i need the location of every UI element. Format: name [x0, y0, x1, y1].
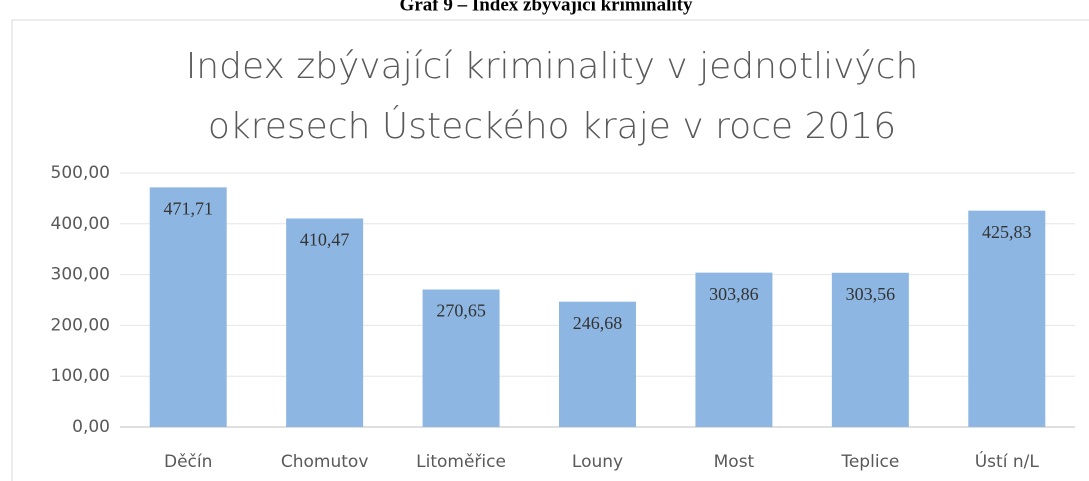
bar [149, 187, 227, 427]
value-label: 425,83 [982, 222, 1032, 242]
value-label: 410,47 [300, 230, 350, 250]
value-label: 303,56 [846, 284, 896, 304]
y-tick-label: 400,00 [51, 214, 110, 234]
x-tick-label: Ústí n/L [975, 450, 1040, 472]
bar [286, 218, 364, 427]
y-tick-label: 200,00 [51, 315, 110, 335]
x-tick-label: Litoměřice [416, 452, 506, 472]
bar [695, 272, 773, 427]
y-tick-label: 500,00 [51, 163, 110, 183]
x-tick-label: Děčín [164, 452, 212, 472]
value-label: 246,68 [573, 313, 623, 333]
x-tick-label: Teplice [840, 452, 899, 472]
x-tick-label: Most [714, 452, 755, 472]
value-label: 471,71 [163, 198, 213, 218]
value-label: 270,65 [436, 301, 486, 321]
caption: Graf 9 – Index zbývající kriminality [400, 0, 693, 15]
chart-title: Index zbývající kriminality v jednotlivý… [186, 46, 919, 87]
bar [422, 289, 500, 427]
chart-border [11, 19, 1089, 481]
y-tick-label: 300,00 [51, 265, 110, 285]
value-label: 303,86 [709, 284, 759, 304]
y-tick-label: 100,00 [51, 366, 110, 386]
chart-title: okresech Ústeckého kraje v roce 2016 [208, 105, 896, 147]
y-tick-label: 0,00 [72, 417, 110, 437]
bar [831, 272, 909, 427]
x-tick-label: Chomutov [281, 452, 369, 472]
bar [968, 210, 1046, 427]
bar [559, 301, 636, 427]
x-tick-label: Louny [572, 452, 623, 472]
